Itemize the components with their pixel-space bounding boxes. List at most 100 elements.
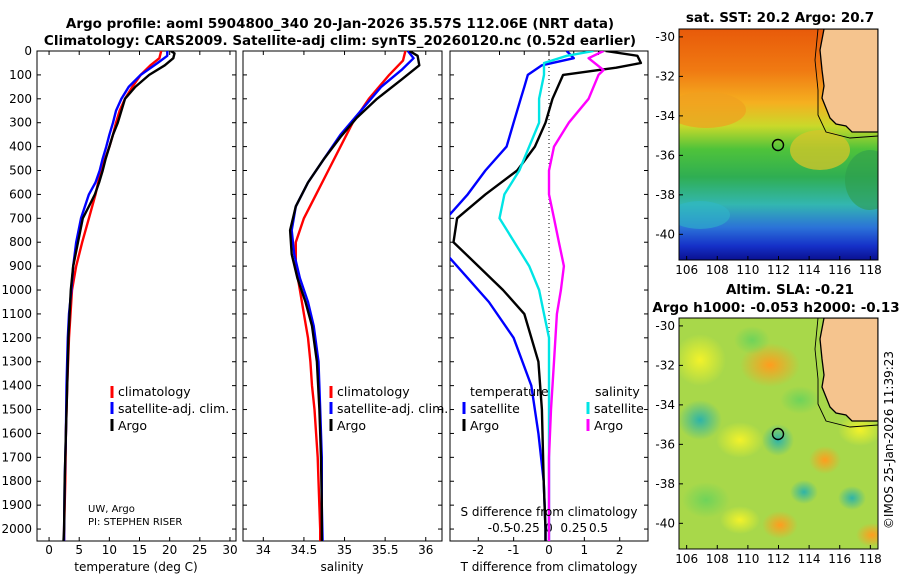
depth-tick-label: 300 (9, 116, 32, 130)
depth-tick-label: 1400 (1, 379, 32, 393)
series-salinity-satellite (498, 51, 594, 541)
salinity-difference-axis: -0.5-0.2500.250.5 (488, 51, 608, 535)
legend-s-satellite: satellite (594, 401, 644, 416)
series-argo (62, 51, 176, 541)
map-lat-label: -32 (655, 69, 675, 83)
depth-tick-label: 1600 (1, 426, 32, 440)
map-lon-label: 108 (706, 552, 729, 566)
map-lat-label: -34 (655, 398, 675, 412)
legend-climatology: climatology (118, 384, 191, 399)
sla-map-title-2: Argo h1000: -0.053 h2000: -0.13 (652, 300, 899, 316)
temperature-xlabel: temperature (deg C) (74, 560, 197, 574)
salinity-xlabel: salinity (320, 560, 363, 574)
map-lat-label: -30 (655, 30, 675, 44)
sla-high (838, 414, 878, 446)
map-lat-label: -34 (655, 109, 675, 123)
map-lon-label: 114 (798, 552, 821, 566)
difference-legend: temperature satellite Argo salinity sate… (462, 384, 644, 433)
sla-high (679, 334, 726, 386)
map-lon-label: 114 (798, 263, 821, 277)
x-tick-label: 25 (192, 543, 207, 557)
salinity-plot-frame (242, 50, 443, 542)
map-lon-label: 106 (675, 263, 698, 277)
depth-tick-label: 0 (24, 44, 32, 58)
sla-low (682, 482, 730, 518)
series-temperature-argo (452, 51, 643, 541)
sla-low (734, 326, 770, 354)
sal-tick-label: 0.5 (589, 521, 608, 535)
map-lon-label: 118 (859, 263, 882, 277)
depth-tick-label: 600 (9, 187, 32, 201)
sla-map-axes: 106 108 110 112 114 116 118 -30 -32 -34 -36 -38 -40 (655, 319, 881, 566)
t-diff-xlabel: T difference from climatology (460, 560, 638, 574)
map-lon-label: 110 (736, 263, 759, 277)
map-lat-label: -36 (655, 437, 675, 451)
sst-cool-patch (845, 150, 878, 210)
sla-low (790, 480, 818, 504)
title-line-1: Argo profile: aoml 5904800_340 20-Jan-20… (66, 16, 614, 32)
map-lat-label: -30 (655, 319, 675, 333)
map-lon-label: 110 (736, 552, 759, 566)
difference-series (450, 51, 643, 541)
depth-tick-label: 1000 (1, 283, 32, 297)
salinity-x-axis: 34 34.5 35 35.5 36 (256, 51, 433, 557)
legend-salinity: salinity (595, 384, 640, 399)
map-lon-label: 118 (859, 552, 882, 566)
title-line-2: Climatology: CARS2009. Satellite-adj cli… (44, 33, 636, 49)
credit-line-1: UW, Argo (88, 504, 135, 515)
sla-high (762, 511, 798, 539)
temperature-x-axis: 0 5 10 15 20 25 30 (45, 51, 238, 557)
x-tick-label: 15 (132, 543, 147, 557)
x-tick-label: 0 (45, 543, 53, 557)
map-lon-label: 116 (828, 263, 851, 277)
map-lon-label: 112 (767, 263, 790, 277)
map-lon-label: 116 (828, 552, 851, 566)
depth-tick-label: 1500 (1, 403, 32, 417)
x-tick-label: 30 (222, 543, 237, 557)
sst-land (819, 29, 878, 133)
depth-tick-label: 1700 (1, 450, 32, 464)
sla-coast-contour (814, 318, 878, 428)
x-tick-label: -2 (472, 543, 484, 557)
depth-tick-label: 1300 (1, 355, 32, 369)
sla-map-title-1: Altim. SLA: -0.21 (726, 282, 854, 298)
map-lon-label: 106 (675, 552, 698, 566)
x-tick-label: -1 (508, 543, 520, 557)
depth-tick-label: 1800 (1, 474, 32, 488)
legend-satellite: satellite-adj. clim. (118, 401, 229, 416)
x-tick-label: 0 (545, 543, 553, 557)
sla-high (720, 506, 760, 534)
sst-map-axes: 106 108 110 112 114 116 118 -30 -32 -34 -36 -38 -40 (655, 30, 881, 277)
sal-tick-label: 0.25 (560, 521, 587, 535)
depth-tick-label: 1900 (1, 498, 32, 512)
depth-tick-label: 900 (9, 259, 32, 273)
x-tick-label: 5 (75, 543, 83, 557)
sla-land (819, 318, 878, 422)
depth-tick-label: 1100 (1, 307, 32, 321)
x-tick-label: 35 (337, 543, 352, 557)
sla-map-image (679, 318, 878, 549)
temperature-series (62, 51, 176, 541)
x-tick-label: 36 (418, 543, 433, 557)
map-lon-label: 108 (706, 263, 729, 277)
sla-low (780, 386, 820, 414)
series-temperature-satellite (450, 51, 575, 541)
series-salinity-argo (547, 51, 605, 541)
depth-tick-label: 100 (9, 68, 32, 82)
salinity-legend: climatology satellite-adj. clim. Argo (329, 384, 448, 433)
x-tick-label: 35.5 (372, 543, 399, 557)
sla-low (679, 400, 722, 440)
sst-map-image (679, 29, 878, 260)
temperature-legend: climatology satellite-adj. clim. Argo (110, 384, 229, 433)
sst-argo-marker (771, 138, 785, 152)
legend-s-argo: Argo (594, 418, 623, 433)
sla-high (740, 343, 800, 387)
sal-tick-label: -0.5 (488, 521, 511, 535)
map-lat-label: -38 (655, 477, 675, 491)
depth-tick-label: 800 (9, 235, 32, 249)
depth-tick-label: 700 (9, 211, 32, 225)
legend-t-argo: Argo (470, 418, 499, 433)
sst-map-title: sat. SST: 20.2 Argo: 20.7 (686, 10, 874, 26)
sst-warm-patch (679, 92, 746, 128)
